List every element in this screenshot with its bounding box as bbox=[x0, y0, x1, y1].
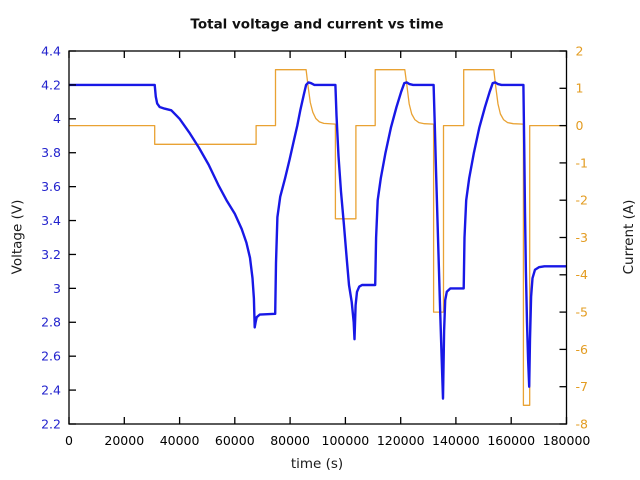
y-left-tick-label: 2.8 bbox=[41, 315, 61, 330]
x-tick-label: 180000 bbox=[543, 433, 591, 448]
x-tick-label: 120000 bbox=[377, 433, 425, 448]
y-right-tick-label: -2 bbox=[576, 193, 588, 208]
x-tick-label: 20000 bbox=[104, 433, 144, 448]
y-left-tick-label: 3.6 bbox=[41, 179, 61, 194]
series-layer bbox=[69, 69, 567, 406]
y-right-tick-label: -7 bbox=[576, 379, 588, 394]
y-right-tick-label: -1 bbox=[576, 155, 588, 170]
y-left-tick-label: 3.8 bbox=[41, 145, 61, 160]
x-tick-label: 60000 bbox=[215, 433, 255, 448]
y-left-tick-label: 4.4 bbox=[41, 43, 61, 58]
plot-frame bbox=[68, 50, 568, 425]
x-tick-label: 0 bbox=[65, 433, 73, 448]
axis-layer: 0 20000 40000 60000 80000 100000 120000 140000 1… bbox=[41, 43, 590, 448]
x-tick-label: 160000 bbox=[487, 433, 535, 448]
x-tick-label: 140000 bbox=[432, 433, 480, 448]
y-right-tick-label: -8 bbox=[576, 416, 589, 431]
x-axis-label: time (s) bbox=[291, 456, 343, 472]
y-left-tick-label: 3 bbox=[53, 281, 61, 296]
y-right-tick-label: -3 bbox=[576, 230, 588, 245]
y-left-tick-label: 3.2 bbox=[41, 247, 61, 262]
y-right-tick-label: -4 bbox=[576, 267, 589, 282]
y-left-axis-label: Voltage (V) bbox=[9, 200, 25, 275]
x-tick-label: 80000 bbox=[270, 433, 310, 448]
y-right-axis-label: Current (A) bbox=[621, 200, 637, 275]
voltage-line bbox=[69, 81, 567, 400]
y-right-tick-label: -6 bbox=[576, 342, 589, 357]
chart-title: Total voltage and current vs time bbox=[190, 17, 443, 33]
y-left-tick-label: 4.2 bbox=[41, 77, 61, 92]
y-left-tick-label: 2.2 bbox=[41, 416, 61, 431]
y-left-tick-label: 4 bbox=[53, 111, 61, 126]
y-right-tick-label: -5 bbox=[576, 305, 588, 320]
y-left-tick-label: 2.6 bbox=[41, 349, 61, 364]
x-tick-label: 40000 bbox=[160, 433, 200, 448]
y-left-tick-label: 3.4 bbox=[41, 213, 61, 228]
x-tick-label: 100000 bbox=[322, 433, 370, 448]
y-right-tick-label: 1 bbox=[576, 81, 584, 96]
y-left-tick-label: 2.4 bbox=[41, 383, 61, 398]
y-right-tick-label: 0 bbox=[576, 118, 584, 133]
current-line bbox=[69, 69, 567, 406]
y-right-tick-label: 2 bbox=[576, 43, 584, 58]
